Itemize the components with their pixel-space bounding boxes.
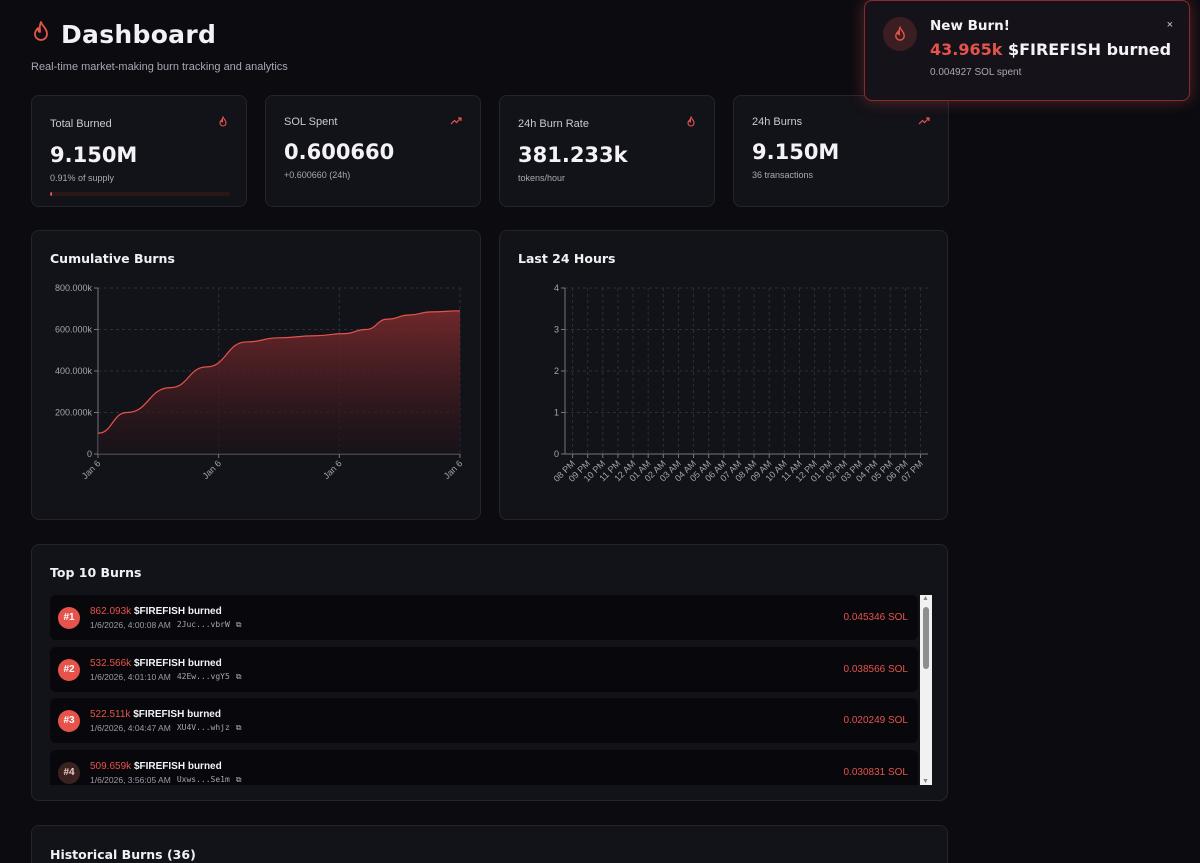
rank-badge: #4 bbox=[58, 761, 80, 784]
stat-card-total-burned: Total Burned 9.150M 0.91% of supply bbox=[31, 95, 247, 207]
y-tick-label: 4 bbox=[554, 283, 559, 293]
list-scrollbar[interactable]: ▲ ▼ bbox=[920, 595, 932, 785]
area-fill bbox=[98, 310, 460, 454]
list-item[interactable]: #4 509.659k $FIREFISH burned 1/6/2026, 3… bbox=[50, 750, 918, 785]
trending-up-icon bbox=[918, 116, 930, 128]
chart-title: Last 24 Hours bbox=[518, 251, 616, 266]
series-line bbox=[97, 310, 461, 434]
historical-burns-card: Historical Burns (36) bbox=[31, 825, 948, 863]
cumulative-burns-chart: 0 200.000k 400.000k 600.000k 800.000k Jan 6 Ja… bbox=[55, 283, 465, 481]
x-tick-label: Jan 6 bbox=[80, 458, 103, 481]
x-tick-label: Jan 6 bbox=[321, 458, 344, 481]
section-title: Top 10 Burns bbox=[50, 565, 142, 580]
tx-signature-link[interactable]: Uxws...Se1m bbox=[176, 775, 230, 784]
y-tick-label: 600.000k bbox=[55, 325, 93, 335]
flame-icon bbox=[686, 115, 696, 131]
sol-amount: 0.030831 SOL bbox=[843, 767, 909, 778]
stat-sub: +0.600660 (24h) bbox=[284, 170, 351, 180]
y-tick-label: 0 bbox=[554, 449, 559, 459]
stat-label: SOL Spent bbox=[284, 116, 338, 128]
external-link-icon[interactable]: ⧉ bbox=[235, 722, 242, 732]
flame-icon bbox=[31, 20, 51, 49]
top-burns-list[interactable]: #1 862.093k $FIREFISH burned 1/6/2026, 4… bbox=[50, 595, 932, 785]
stat-sub: 0.91% of supply bbox=[50, 173, 115, 183]
burn-time: 1/6/2026, 4:04:47 AM bbox=[90, 722, 171, 733]
x-tick-label: Jan 6 bbox=[442, 458, 465, 481]
external-link-icon[interactable]: ⧉ bbox=[235, 619, 242, 629]
x-tick-label: Jan 6 bbox=[200, 458, 223, 481]
page-header: Dashboard Real-time market-making burn t… bbox=[31, 20, 288, 73]
burn-time: 1/6/2026, 3:56:05 AM bbox=[90, 774, 171, 785]
y-tick-label: 0 bbox=[87, 449, 92, 459]
tx-signature-link[interactable]: XU4V...whjz bbox=[176, 723, 230, 732]
sol-amount: 0.038566 SOL bbox=[843, 664, 909, 675]
cumulative-burns-card: Cumulative Burns 0 200.000k 400.000k 600.00… bbox=[31, 230, 481, 520]
sol-amount: 0.045346 SOL bbox=[843, 612, 909, 623]
top-burns-card: Top 10 Burns #1 862.093k $FIREFISH burne… bbox=[31, 544, 948, 801]
burn-time: 1/6/2026, 4:00:08 AM bbox=[90, 619, 171, 630]
stat-label: 24h Burn Rate bbox=[518, 117, 589, 130]
rank-badge: #1 bbox=[58, 606, 80, 629]
stat-value: 9.150M bbox=[752, 140, 840, 164]
external-link-icon[interactable]: ⧉ bbox=[235, 774, 242, 784]
toast-title: New Burn! bbox=[930, 18, 1010, 34]
chart-title: Cumulative Burns bbox=[50, 251, 175, 266]
list-item[interactable]: #2 532.566k $FIREFISH burned 1/6/2026, 4… bbox=[50, 647, 918, 692]
stat-card-sol-spent: SOL Spent 0.600660 +0.600660 (24h) bbox=[265, 95, 481, 207]
stat-label: 24h Burns bbox=[752, 116, 803, 128]
tx-signature-link[interactable]: 2Juc...vbrW bbox=[176, 620, 230, 629]
stat-label: Total Burned bbox=[50, 117, 112, 130]
burn-time: 1/6/2026, 4:01:10 AM bbox=[90, 671, 171, 682]
y-tick-label: 400.000k bbox=[55, 366, 93, 376]
stat-value: 9.150M bbox=[50, 143, 138, 167]
toast-sub: 0.004927 SOL spent bbox=[930, 67, 1022, 78]
rank-badge: #2 bbox=[58, 658, 80, 681]
burn-label: $FIREFISH burned bbox=[133, 708, 221, 720]
list-item[interactable]: #1 862.093k $FIREFISH burned 1/6/2026, 4… bbox=[50, 595, 918, 640]
burn-label: $FIREFISH burned bbox=[133, 657, 222, 669]
scroll-up-icon[interactable]: ▲ bbox=[922, 595, 929, 602]
burn-amount: 509.659k bbox=[90, 760, 132, 772]
list-item[interactable]: #3 522.511k $FIREFISH burned 1/6/2026, 4… bbox=[50, 698, 918, 743]
stat-value: 381.233k bbox=[518, 143, 628, 167]
toast-token: $FIREFISH burned bbox=[1007, 40, 1172, 59]
scrollbar-thumb[interactable] bbox=[923, 607, 929, 669]
stat-value: 0.600660 bbox=[284, 140, 395, 164]
flame-icon bbox=[218, 115, 228, 131]
last-24-hours-card: Last 24 Hours 0 1 2 3 4 08 PM 09 PM 10 PM 11 PM 1… bbox=[499, 230, 948, 520]
page-subtitle: Real-time market-making burn tracking an… bbox=[31, 61, 288, 73]
scroll-down-icon[interactable]: ▼ bbox=[922, 778, 929, 785]
y-tick-label: 800.000k bbox=[55, 283, 93, 293]
toast-amount: 43.965k bbox=[930, 40, 1003, 59]
rank-badge: #3 bbox=[58, 709, 80, 732]
sol-amount: 0.020249 SOL bbox=[843, 715, 909, 726]
new-burn-toast: New Burn! 43.965k $FIREFISH burned 0.004… bbox=[864, 0, 1190, 101]
burn-label: $FIREFISH burned bbox=[133, 605, 222, 617]
y-tick-label: 3 bbox=[554, 325, 559, 335]
stat-card-24h-burns: 24h Burns 9.150M 36 transactions bbox=[733, 95, 949, 207]
stat-sub: 36 transactions bbox=[752, 170, 814, 180]
supply-progress-fill bbox=[50, 192, 52, 196]
burn-amount: 522.511k bbox=[90, 708, 131, 720]
external-link-icon[interactable]: ⧉ bbox=[235, 671, 242, 681]
section-title: Historical Burns (36) bbox=[50, 847, 196, 862]
y-tick-label: 200.000k bbox=[55, 408, 93, 418]
stat-sub: tokens/hour bbox=[518, 173, 566, 183]
supply-progress-bar bbox=[50, 192, 230, 196]
burn-amount: 862.093k bbox=[90, 605, 132, 617]
flame-icon bbox=[883, 17, 917, 51]
burn-amount: 532.566k bbox=[90, 657, 132, 669]
page-title: Dashboard bbox=[61, 20, 217, 49]
stat-card-burn-rate: 24h Burn Rate 381.233k tokens/hour bbox=[499, 95, 715, 207]
trending-up-icon bbox=[450, 116, 462, 128]
close-icon[interactable]: × bbox=[1166, 19, 1173, 31]
y-tick-label: 1 bbox=[554, 408, 559, 418]
y-tick-label: 2 bbox=[554, 366, 559, 376]
burn-label: $FIREFISH burned bbox=[133, 760, 222, 772]
tx-signature-link[interactable]: 42Ew...vgY5 bbox=[176, 672, 230, 681]
